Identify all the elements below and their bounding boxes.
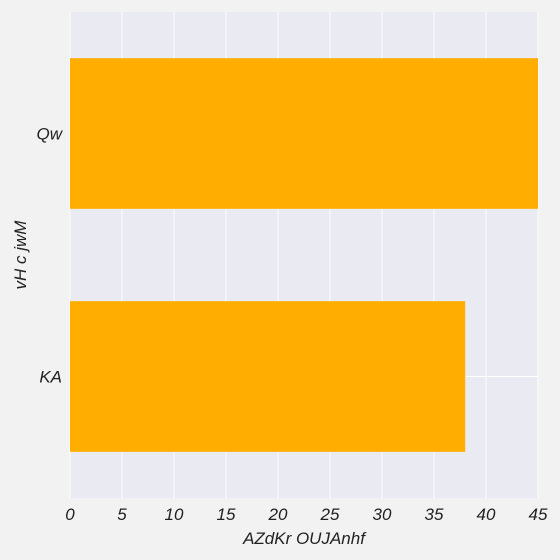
category-labels: Qw KA (37, 125, 64, 387)
bar-KA (70, 301, 466, 452)
bar-Qw (70, 58, 538, 209)
x-tick-labels: 0 5 10 15 20 25 30 35 40 45 (65, 505, 548, 524)
x-tick-label: 15 (217, 505, 236, 524)
bars (70, 58, 538, 452)
x-tick-label: 30 (373, 505, 392, 524)
category-label: Qw (37, 125, 64, 144)
y-axis-label: vH c jwM (11, 220, 30, 290)
x-tick-label: 35 (425, 505, 444, 524)
x-tick-label: 45 (529, 505, 548, 524)
x-tick-label: 10 (165, 505, 184, 524)
x-tick-label: 0 (65, 505, 75, 524)
x-tick-label: 5 (117, 505, 127, 524)
x-tick-label: 20 (268, 505, 288, 524)
x-tick-label: 40 (477, 505, 496, 524)
x-axis-label: AZdKr OUJAnhf (242, 529, 367, 548)
x-tick-label: 25 (320, 505, 340, 524)
category-label: KA (39, 368, 62, 387)
